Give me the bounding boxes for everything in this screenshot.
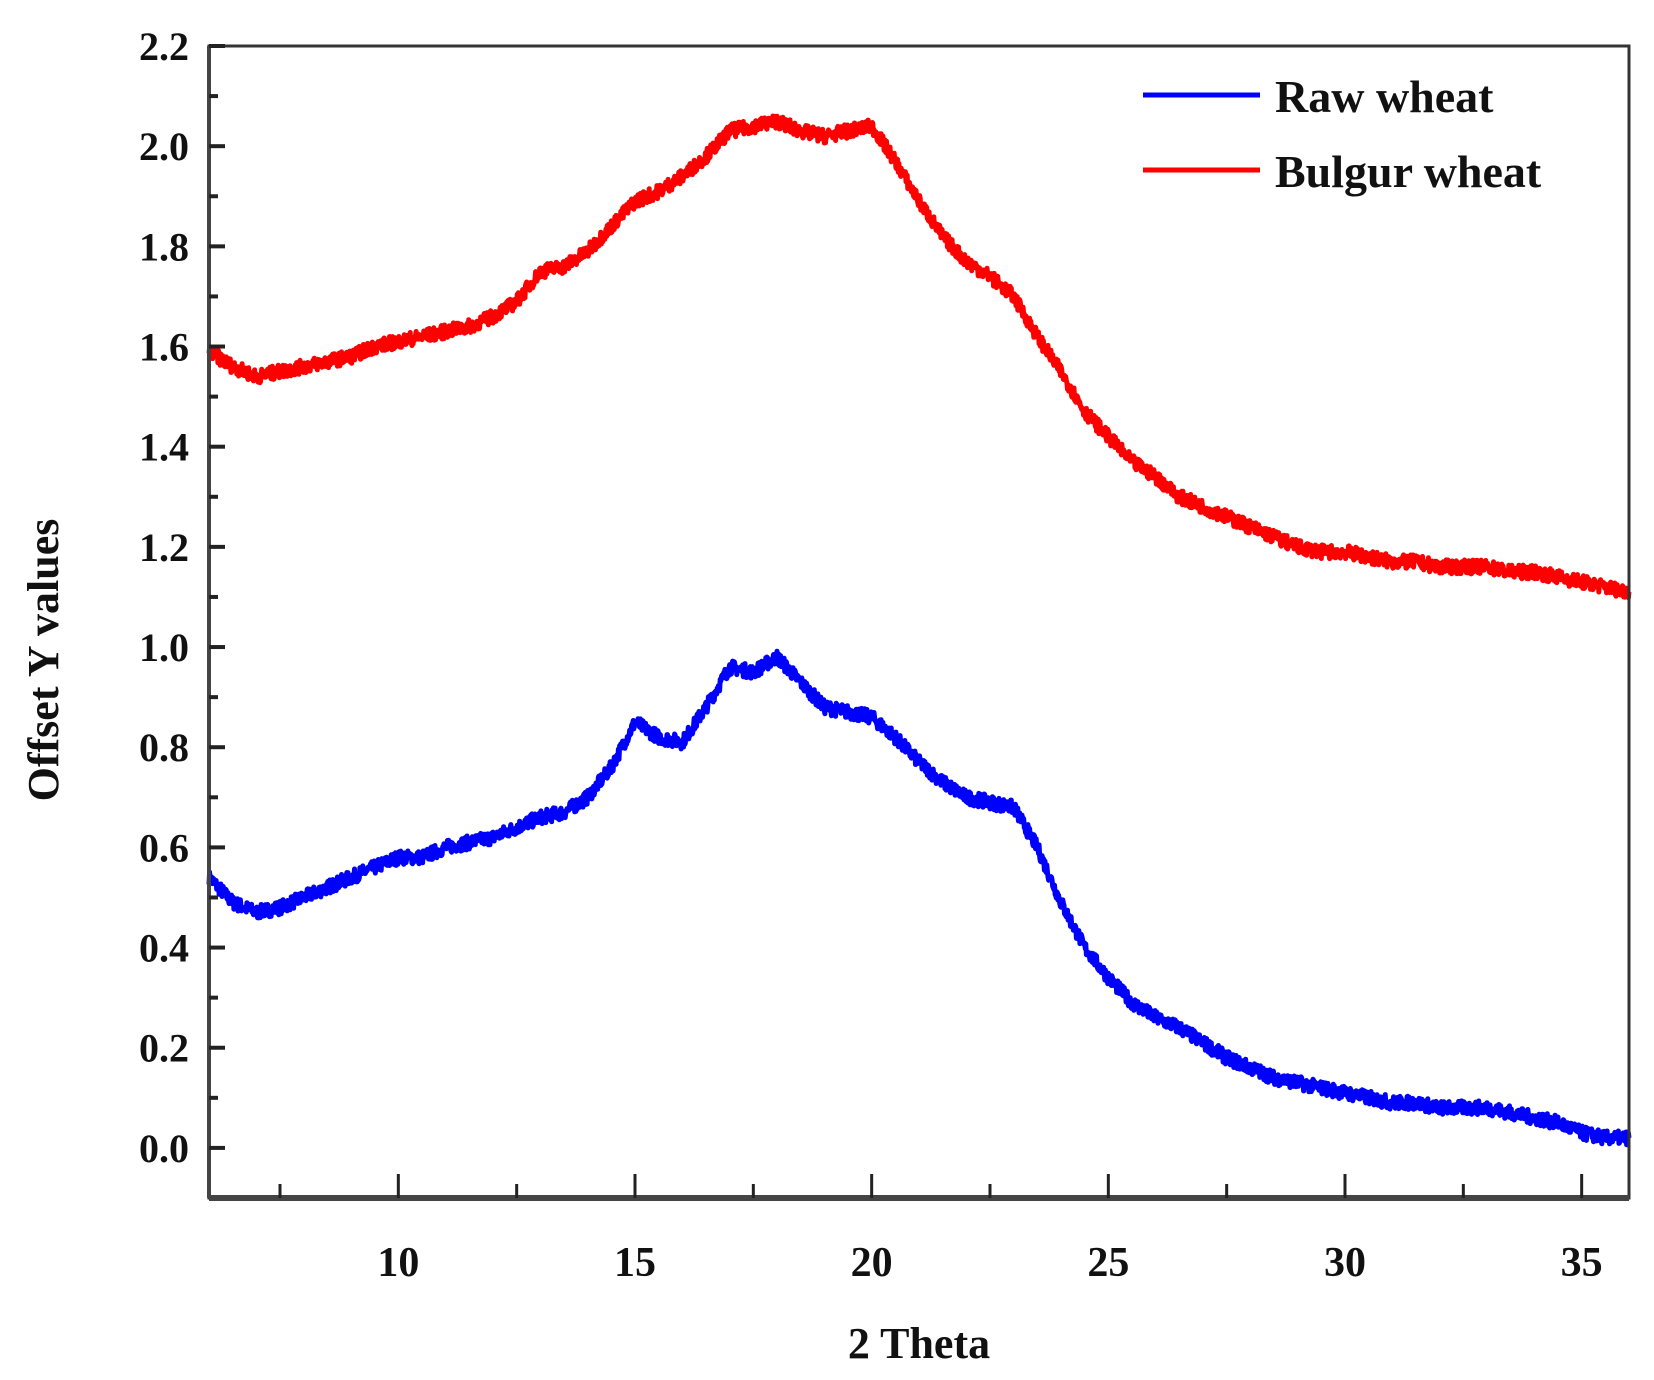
legend: Raw wheat Bulgur wheat [1143,71,1542,197]
y-tick-label: 2.2 [139,24,189,69]
series-line-bulgur-wheat [206,113,1632,601]
legend-label: Raw wheat [1275,71,1494,122]
x-tick-label: 25 [1087,1240,1129,1286]
x-tick-label: 10 [377,1240,419,1286]
x-tick-label: 20 [851,1240,893,1286]
y-tick-label: 0.6 [139,825,189,870]
y-tick-label: 1.4 [139,425,189,470]
y-tick-label: 1.0 [139,625,189,670]
y-tick-label: 1.8 [139,224,189,269]
plot-area [206,113,1632,1148]
x-axis-label: 2 Theta [848,1319,990,1368]
y-tick-label: 0.0 [139,1126,189,1171]
y-tick-label: 1.2 [139,525,189,570]
x-tick-label: 35 [1561,1240,1603,1286]
y-tick-label: 1.6 [139,325,189,370]
x-tick-label: 30 [1324,1240,1366,1286]
series-line-raw-wheat [206,648,1632,1148]
y-tick-label: 0.2 [139,1026,189,1071]
y-axis-label: Offset Y values [19,519,68,802]
x-tick-label: 15 [614,1240,656,1286]
legend-label: Bulgur wheat [1275,146,1542,197]
plot-frame [207,44,1631,1200]
y-tick-label: 0.4 [139,926,189,971]
y-tick-label: 0.8 [139,725,189,770]
axes: 10 15 20 25 30 35 0.0 0.2 0.4 0.6 0.8 1.0 1.2 1.4 1.6 1… [139,24,1631,1286]
y-tick-label: 2.0 [139,124,189,169]
